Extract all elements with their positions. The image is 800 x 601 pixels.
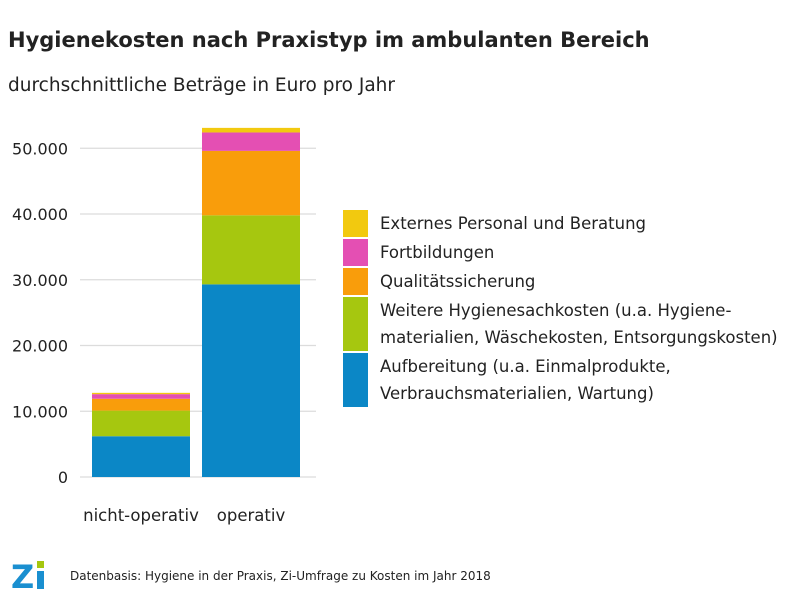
legend-swatch xyxy=(343,210,368,237)
y-tick-label: 10.000 xyxy=(12,402,68,421)
y-tick-label: 0 xyxy=(58,468,68,487)
x-axis-categories: nicht-operativ operativ xyxy=(83,506,285,525)
bar-segment xyxy=(202,215,300,285)
legend-label: Verbrauchsmaterialien, Wartung) xyxy=(380,384,654,403)
bar-segment xyxy=(92,398,190,411)
legend-label: Fortbildungen xyxy=(380,243,494,262)
bar-segment xyxy=(202,132,300,151)
source-note: Datenbasis: Hygiene in der Praxis, Zi-Um… xyxy=(70,569,491,583)
bar-segment xyxy=(92,392,190,395)
y-tick-label: 20.000 xyxy=(12,337,68,356)
legend-label: Externes Personal und Beratung xyxy=(380,214,646,233)
bars xyxy=(92,127,300,477)
y-tick-label: 30.000 xyxy=(12,271,68,290)
stacked-bar-chart: 0 10.000 20.000 30.000 40.000 50.000 nicht-op… xyxy=(12,127,778,525)
y-axis-ticks: 0 10.000 20.000 30.000 40.000 50.000 xyxy=(12,139,68,487)
legend-label: Qualitätssicherung xyxy=(380,272,535,291)
x-category-label: operativ xyxy=(217,506,286,525)
bar-segment xyxy=(92,410,190,437)
legend-swatch xyxy=(343,268,368,295)
bar-segment xyxy=(92,436,190,477)
legend-label: Aufbereitung (u.a. Einmalprodukte, xyxy=(380,357,671,376)
legend-swatch xyxy=(343,353,368,407)
legend-label: materialien, Wäschekosten, Entsorgungsko… xyxy=(380,328,778,347)
x-category-label: nicht-operativ xyxy=(83,506,199,525)
legend-swatch xyxy=(343,297,368,351)
svg-text:Z: Z xyxy=(11,558,34,593)
bar-segment xyxy=(202,127,300,133)
bar-segment xyxy=(202,150,300,216)
y-tick-label: 40.000 xyxy=(12,205,68,224)
zi-logo: Z xyxy=(11,558,44,593)
bar-segment xyxy=(92,394,190,399)
chart-subtitle: durchschnittliche Beträge in Euro pro Ja… xyxy=(8,75,396,96)
legend-swatch xyxy=(343,239,368,266)
y-tick-label: 50.000 xyxy=(12,139,68,158)
legend-label: Weitere Hygienesachkosten (u.a. Hygiene- xyxy=(380,301,731,320)
legend: Externes Personal und Beratung Fortbildun… xyxy=(343,210,778,407)
chart-title: Hygienekosten nach Praxistyp im ambulant… xyxy=(8,28,650,52)
bar-segment xyxy=(202,284,300,477)
